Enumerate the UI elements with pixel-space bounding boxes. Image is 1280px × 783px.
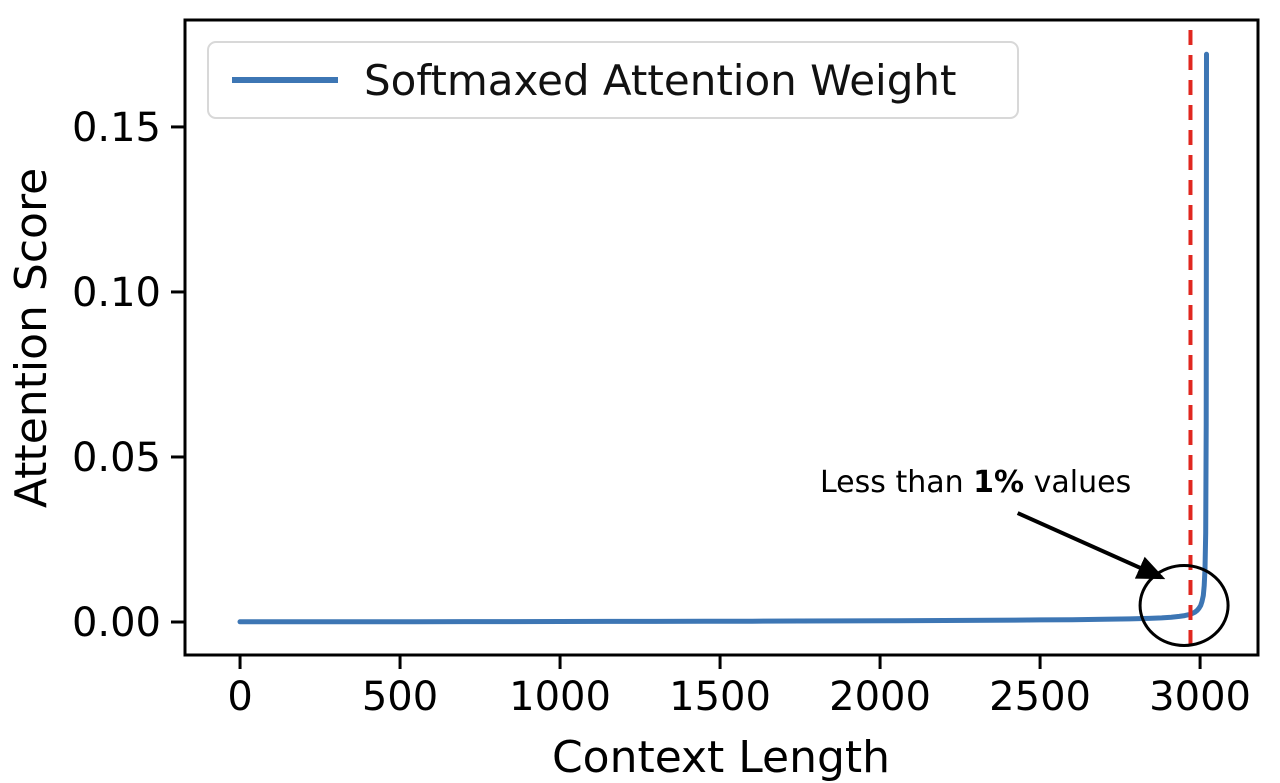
annotation-text: Less than 1% values (820, 465, 1131, 500)
y-tick-label: 0.10 (72, 270, 161, 316)
x-axis-title: Context Length (552, 732, 890, 783)
annotation-circle (1138, 563, 1230, 647)
plot-area: 0 500 1000 1500 2000 2500 3000 0.00 0.05 0.10 0.15 (72, 18, 1260, 720)
legend-box (207, 41, 1019, 119)
x-tick-label: 1500 (669, 674, 771, 720)
x-tick-label: 500 (362, 674, 438, 720)
x-tick-label: 1000 (509, 674, 611, 720)
series-line (237, 51, 1209, 625)
y-tick-label: 0.05 (72, 435, 161, 481)
y-axis-title: Attention Score (6, 168, 57, 508)
y-tick-label: 0.15 (72, 105, 161, 151)
legend: Softmaxed Attention Weight (207, 41, 1019, 119)
x-tick-label: 2000 (829, 674, 931, 720)
x-tick-label: 2500 (989, 674, 1091, 720)
annotation-arrow (1016, 511, 1166, 580)
x-tick-label: 3000 (1149, 674, 1251, 720)
legend-label: Softmaxed Attention Weight (364, 56, 956, 105)
x-tick-label: 0 (227, 674, 252, 720)
y-tick-label: 0.00 (72, 600, 161, 646)
